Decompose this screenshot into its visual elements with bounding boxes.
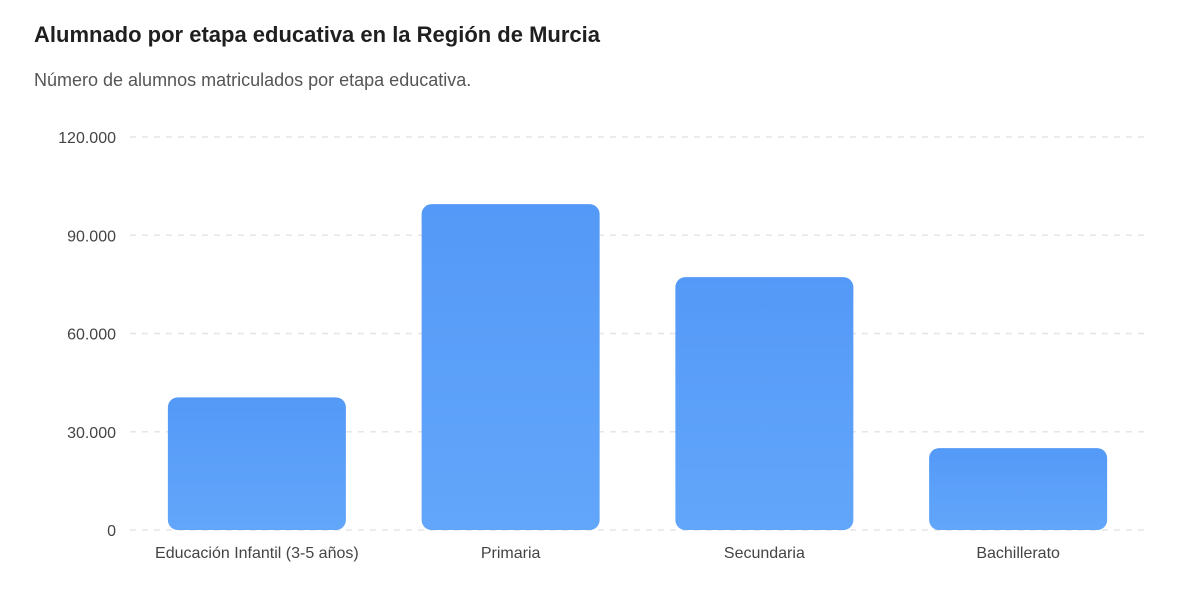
bar[interactable] [167,397,346,530]
y-tick-label: 120.000 [58,130,116,147]
y-tick-label: 30.000 [67,425,116,442]
x-category-label: Secundaria [724,545,805,562]
y-axis-ticks: 0 30.000 60.000 90.000 120.000 [58,130,116,540]
bar[interactable] [421,204,600,530]
bar[interactable] [675,277,854,530]
bar[interactable] [929,448,1108,530]
x-axis-labels: Educación Infantil (3-5 años) Primaria Sec… [155,545,1060,562]
bars [167,204,1108,530]
y-tick-label: 90.000 [67,228,116,245]
chart-subtitle: Número de alumnos matriculados por etapa… [34,70,472,90]
x-category-label: Bachillerato [976,545,1060,562]
y-tick-label: 0 [107,523,116,540]
y-tick-label: 60.000 [67,327,116,344]
x-category-label: Educación Infantil (3-5 años) [155,545,359,562]
x-category-label: Primaria [481,545,541,562]
chart-title: Alumnado por etapa educativa en la Regió… [34,22,601,47]
